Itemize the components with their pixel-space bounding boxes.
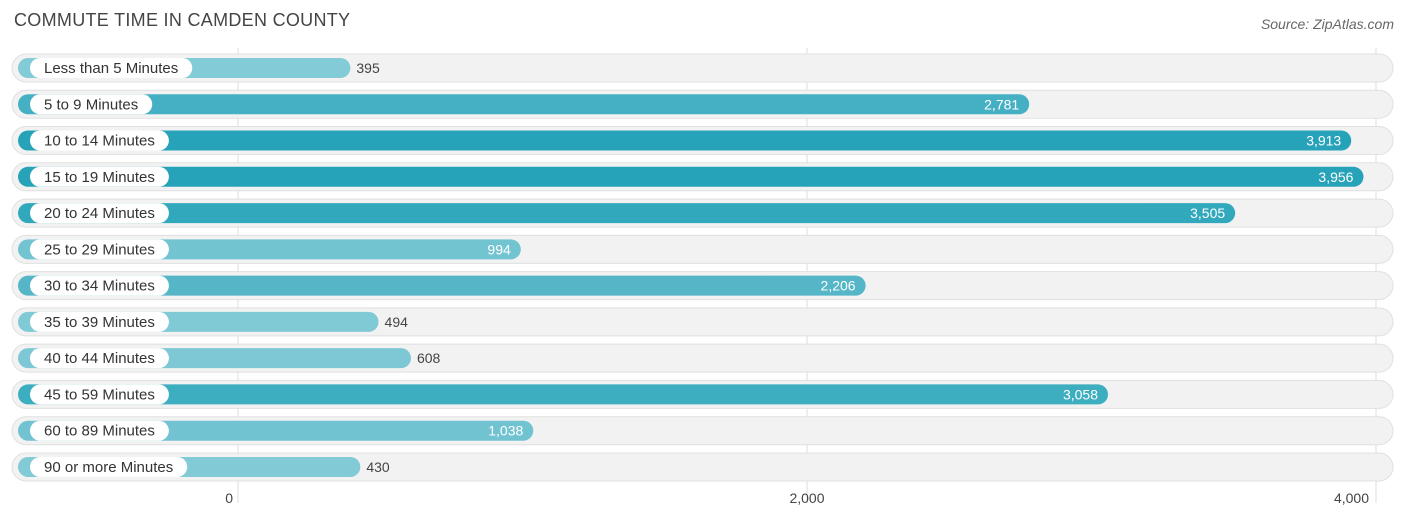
category-label-pill (30, 420, 169, 441)
value-label: 3,058 (1063, 386, 1098, 402)
bar-row: 35 to 39 Minutes 494 (11, 307, 1394, 337)
category-label-pill (30, 94, 153, 115)
category-label: 35 to 39 Minutes (44, 314, 155, 331)
value-label: 608 (417, 350, 441, 366)
bar-row: 90 or more Minutes 430 (11, 452, 1394, 482)
category-label-pill (30, 348, 169, 369)
category-label: Less than 5 Minutes (44, 60, 178, 77)
bar-row: 30 to 34 Minutes 2,206 (11, 271, 1394, 301)
value-label: 3,505 (1190, 205, 1225, 221)
value-label: 494 (385, 314, 409, 330)
category-label-pill (30, 456, 188, 477)
bar (18, 384, 1109, 405)
bar (18, 166, 1364, 187)
bar-row: 60 to 89 Minutes 1,038 (11, 416, 1394, 446)
value-label: 994 (487, 241, 511, 257)
x-tick-label: 0 (225, 490, 233, 506)
bar-row: 25 to 29 Minutes 994 (11, 234, 1394, 264)
category-label-pill (30, 203, 169, 224)
bar (18, 203, 1236, 224)
bar-row: 20 to 24 Minutes 3,505 (11, 198, 1394, 228)
value-label: 2,206 (821, 278, 856, 294)
x-axis: 0 2,000 4,000 (225, 490, 1369, 506)
category-label: 15 to 19 Minutes (44, 169, 155, 186)
value-label: 3,913 (1306, 133, 1341, 149)
rows-layer: Less than 5 Minutes 395 5 to 9 Minutes 2,78… (11, 53, 1394, 482)
category-label-pill (30, 130, 169, 151)
category-label: 90 or more Minutes (44, 459, 173, 476)
bar-row: 15 to 19 Minutes 3,956 (11, 162, 1394, 192)
category-label-pill (30, 166, 169, 187)
category-label-pill (30, 384, 169, 405)
category-label: 25 to 29 Minutes (44, 241, 155, 258)
value-label: 430 (366, 459, 390, 475)
value-label: 3,956 (1318, 169, 1353, 185)
bar-row: 45 to 59 Minutes 3,058 (11, 379, 1394, 409)
bar (18, 94, 1030, 115)
category-label-pill (30, 311, 169, 332)
category-label: 40 to 44 Minutes (44, 350, 155, 367)
category-label: 10 to 14 Minutes (44, 133, 155, 150)
category-label-pill (30, 275, 169, 296)
category-label: 5 to 9 Minutes (44, 96, 138, 113)
x-tick-label: 4,000 (1334, 490, 1369, 506)
bar (18, 130, 1352, 151)
value-label: 2,781 (984, 96, 1019, 112)
bar-row: 5 to 9 Minutes 2,781 (11, 89, 1394, 119)
category-label-pill (30, 58, 193, 78)
chart-title: COMMUTE TIME IN CAMDEN COUNTY (14, 10, 351, 30)
category-label: 30 to 34 Minutes (44, 278, 155, 295)
bar-row: 10 to 14 Minutes 3,913 (11, 126, 1394, 156)
category-label: 20 to 24 Minutes (44, 205, 155, 222)
category-label-pill (30, 239, 169, 260)
category-label: 60 to 89 Minutes (44, 423, 155, 440)
category-label: 45 to 59 Minutes (44, 386, 155, 403)
bar (18, 275, 866, 296)
row-background (11, 53, 1394, 83)
value-label: 395 (356, 60, 380, 76)
bar-row: 40 to 44 Minutes 608 (11, 343, 1394, 373)
x-tick-label: 2,000 (789, 490, 824, 506)
value-label: 1,038 (488, 423, 523, 439)
bar-row: Less than 5 Minutes 395 (11, 53, 1394, 83)
chart-source: Source: ZipAtlas.com (1260, 16, 1394, 32)
